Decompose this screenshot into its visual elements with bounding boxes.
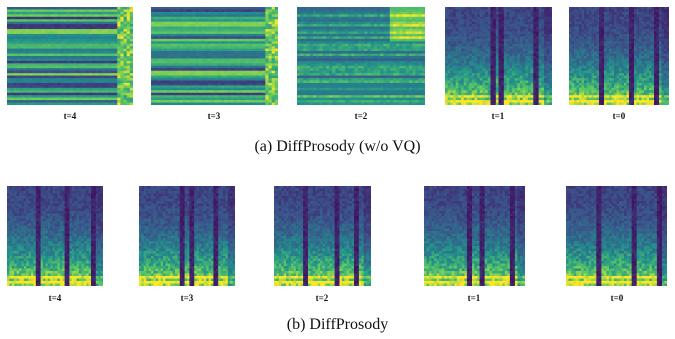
spectrogram-image [7,7,133,105]
spectrogram-image [151,7,278,105]
row-a-label-t0: t=0 [612,111,626,121]
row-a-panel-t0 [569,7,669,105]
row-a-panel-t3 [151,7,278,105]
row-b-label-t3: t=3 [180,293,194,303]
row-a-panel-t4 [7,7,133,105]
spectrogram-image [424,186,525,286]
spectrogram-image [274,186,371,286]
spectrogram-image [297,7,425,105]
row-b-label-t1: t=1 [467,293,481,303]
row-b-label-t2: t=2 [315,293,329,303]
row-b-panel-t0 [566,186,667,286]
row-b-caption: (b) DiffProsody [286,316,389,333]
row-a-label-t4: t=4 [63,111,77,121]
row-b-panel-t4 [7,186,103,286]
row-b-label-t0: t=0 [610,293,624,303]
spectrogram-image [139,186,235,286]
spectrogram-image [566,186,667,286]
spectrogram-image [569,7,669,105]
row-a-caption: (a) DiffProsody (w/o VQ) [254,138,421,155]
row-b-panel-t2 [274,186,371,286]
row-a-label-t2: t=2 [354,111,368,121]
row-b-label-t4: t=4 [48,293,62,303]
row-b-panel-t1 [424,186,525,286]
row-b-panel-t3 [139,186,235,286]
spectrogram-image [445,7,552,105]
row-a-panel-t2 [297,7,425,105]
row-a-label-t3: t=3 [207,111,221,121]
row-a-panel-t1 [445,7,552,105]
spectrogram-image [7,186,103,286]
row-a-label-t1: t=1 [491,111,505,121]
